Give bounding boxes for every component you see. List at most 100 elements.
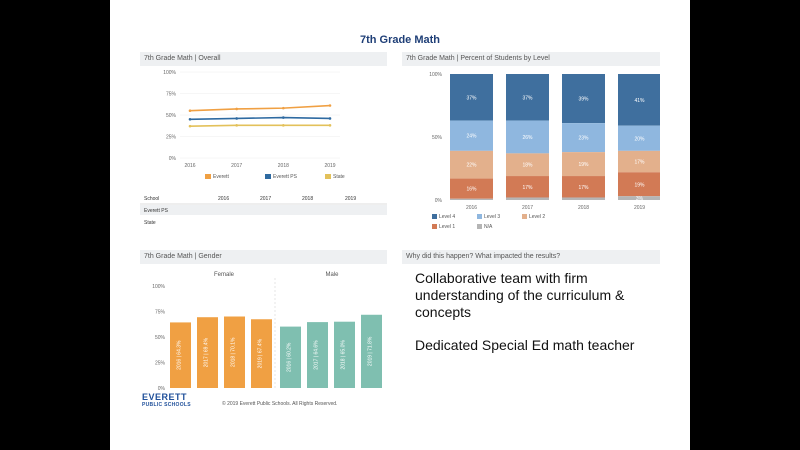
table-row-bg bbox=[140, 205, 387, 215]
legend-label: Everett PS bbox=[273, 174, 298, 180]
legend-swatch bbox=[522, 214, 527, 219]
y-tick-label: 25% bbox=[155, 361, 166, 367]
segment-label: 18% bbox=[522, 163, 533, 169]
stacked-bar-segment bbox=[618, 150, 660, 173]
stacked-bar-segment bbox=[450, 198, 493, 200]
legend-swatch bbox=[432, 224, 437, 229]
stacked-bar-segment bbox=[506, 153, 549, 177]
segment-label: 17% bbox=[522, 185, 533, 191]
data-point bbox=[328, 117, 332, 120]
stacked-bar-segment bbox=[618, 196, 660, 200]
slide: 7th Grade Math 7th Grade Math | Overall … bbox=[110, 0, 690, 450]
data-point bbox=[328, 124, 332, 127]
stacked-bar-segment bbox=[450, 74, 493, 121]
x-tick-label: 2019 bbox=[324, 163, 335, 169]
bar-label: 2016 | 64.3% bbox=[177, 340, 183, 370]
footer-copyright: © 2019 Everett Public Schools. All Right… bbox=[222, 401, 338, 407]
stacked-bar-segment bbox=[562, 74, 605, 124]
legend-label: Level 2 bbox=[529, 214, 545, 220]
stacked-bar-segment bbox=[618, 125, 660, 151]
data-point bbox=[282, 124, 285, 127]
data-point bbox=[235, 107, 238, 111]
x-tick-label: 2017 bbox=[522, 205, 533, 211]
legend-swatch bbox=[432, 214, 437, 219]
gender-bar-chart: 0% 25% 50% 75% 100% Female Male 2016 | 64.3% 201… bbox=[152, 272, 382, 392]
data-point bbox=[282, 116, 285, 119]
segment-label: 24% bbox=[466, 134, 477, 140]
gender-bar bbox=[197, 317, 218, 388]
bar-label: 2017 | 69.4% bbox=[204, 337, 210, 367]
data-point bbox=[235, 117, 238, 120]
stacked-bar-segment bbox=[506, 74, 549, 121]
gender-bar bbox=[251, 319, 272, 388]
y-tick-label: 0% bbox=[158, 386, 166, 392]
y-tick-label: 100% bbox=[152, 284, 165, 290]
gender-bar bbox=[224, 316, 245, 388]
table-header-cell: 2018 bbox=[302, 196, 313, 202]
data-point bbox=[188, 118, 192, 121]
y-tick-label: 0% bbox=[435, 198, 443, 204]
segment-label: 19% bbox=[634, 182, 645, 188]
gender-bar bbox=[334, 321, 355, 388]
group-header: Female bbox=[214, 272, 235, 278]
table-header-cell: 2019 bbox=[345, 196, 356, 202]
stacked-bar-segment bbox=[618, 74, 660, 126]
legend-label: Everett bbox=[213, 174, 229, 180]
why-panel-title: Why did this happen? What impacted the r… bbox=[402, 250, 660, 264]
segment-label: 16% bbox=[466, 187, 477, 193]
gender-bar bbox=[361, 314, 382, 388]
stacked-bar-segment bbox=[450, 120, 493, 151]
y-tick-label: 100% bbox=[163, 70, 176, 76]
bar-label: 2019 | 71.8% bbox=[368, 336, 374, 366]
table-cell: Everett PS bbox=[144, 208, 169, 214]
x-tick-label: 2018 bbox=[578, 205, 589, 211]
segment-label: 3% bbox=[636, 196, 644, 202]
group-header: Male bbox=[325, 272, 339, 278]
x-tick-label: 2019 bbox=[634, 205, 645, 211]
y-tick-label: 100% bbox=[429, 72, 442, 78]
legend-swatch bbox=[205, 174, 211, 179]
stacked-bar-segment bbox=[450, 178, 493, 199]
stacked-bar-segment bbox=[506, 197, 549, 200]
segment-label: 22% bbox=[466, 163, 477, 169]
stacked-bar-segment bbox=[506, 176, 549, 198]
table-header-cell: 2017 bbox=[260, 196, 271, 202]
bar-label: 2017 | 64.6% bbox=[314, 340, 320, 370]
logo-line-1: EVERETT bbox=[142, 392, 188, 402]
legend-label: Level 4 bbox=[439, 214, 455, 220]
segment-label: 17% bbox=[578, 185, 589, 191]
x-tick-label: 2017 bbox=[231, 163, 242, 169]
bar-label: 2018 | 70.1% bbox=[231, 337, 237, 367]
gender-bar bbox=[307, 322, 328, 388]
bar-label: 2016 | 60.2% bbox=[287, 342, 293, 372]
stacked-bar-segment bbox=[562, 123, 605, 153]
level-panel-title: 7th Grade Math | Percent of Students by … bbox=[402, 52, 660, 66]
explanation-text: Collaborative team with firm understandi… bbox=[415, 270, 665, 370]
stacked-bar-segment bbox=[618, 172, 660, 197]
bar-label: 2018 | 65.0% bbox=[341, 340, 347, 370]
stacked-bar-segment bbox=[450, 150, 493, 179]
level-stacked-bar-chart: 0% 50% 100% 37% 24% 22% 16% 2016 37% 26% 18% 17% 201… bbox=[429, 72, 660, 230]
logo-line-2: PUBLIC SCHOOLS bbox=[142, 402, 191, 408]
segment-label: 17% bbox=[634, 160, 645, 166]
segment-label: 19% bbox=[578, 162, 589, 168]
segment-label: 23% bbox=[578, 136, 589, 142]
overall-line-chart: 0% 25% 50% 75% 100% 2016 2017 2018 2019 Everett Ev… bbox=[140, 70, 387, 226]
stacked-bar-segment bbox=[506, 120, 549, 154]
y-tick-label: 75% bbox=[166, 92, 177, 98]
stacked-bar-segment bbox=[562, 176, 605, 198]
y-tick-label: 50% bbox=[166, 113, 177, 119]
y-tick-label: 50% bbox=[432, 135, 443, 141]
data-point bbox=[188, 124, 192, 128]
stacked-bar-segment bbox=[562, 152, 605, 177]
segment-label: 37% bbox=[522, 95, 533, 101]
y-tick-label: 50% bbox=[155, 335, 166, 341]
series-line bbox=[189, 104, 331, 112]
table-header-cell: School bbox=[144, 196, 159, 202]
series-line bbox=[189, 116, 331, 121]
x-tick-label: 2018 bbox=[278, 163, 289, 169]
gender-bar bbox=[280, 326, 301, 388]
legend-label: Level 1 bbox=[439, 224, 455, 230]
data-point bbox=[282, 106, 285, 110]
y-tick-label: 75% bbox=[155, 310, 166, 316]
